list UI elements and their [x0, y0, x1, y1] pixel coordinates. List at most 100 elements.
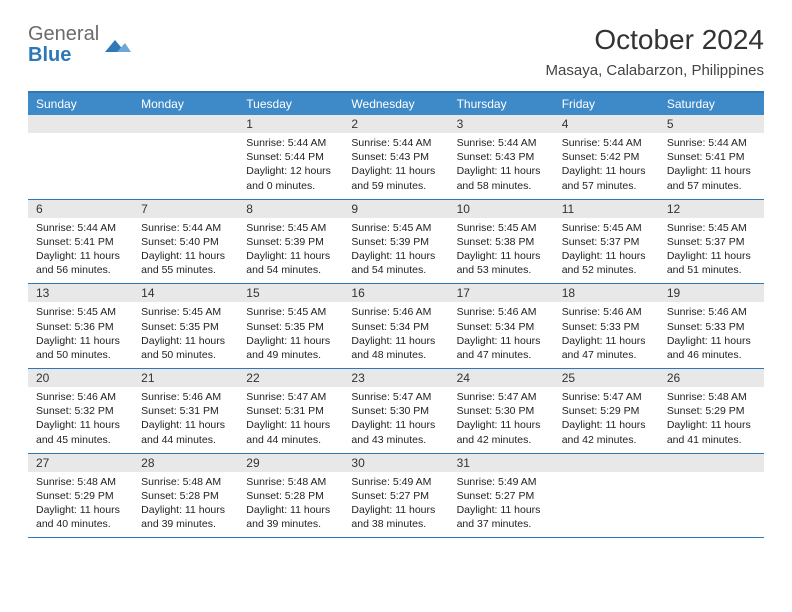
daylight-line: Daylight: 11 hours and 42 minutes. [457, 418, 546, 446]
daylight-line: Daylight: 11 hours and 38 minutes. [351, 503, 440, 531]
calendar-cell: 31Sunrise: 5:49 AMSunset: 5:27 PMDayligh… [449, 454, 554, 538]
dayname-cell: Monday [133, 93, 238, 115]
day-number: 24 [449, 369, 554, 387]
daylight-line: Daylight: 11 hours and 45 minutes. [36, 418, 125, 446]
day-number: 20 [28, 369, 133, 387]
calendar-cell: 17Sunrise: 5:46 AMSunset: 5:34 PMDayligh… [449, 284, 554, 368]
day-details: Sunrise: 5:49 AMSunset: 5:27 PMDaylight:… [343, 472, 448, 538]
day-number: 2 [343, 115, 448, 133]
sunrise-line: Sunrise: 5:46 AM [457, 305, 546, 319]
day-details: Sunrise: 5:48 AMSunset: 5:28 PMDaylight:… [133, 472, 238, 538]
calendar-cell: 16Sunrise: 5:46 AMSunset: 5:34 PMDayligh… [343, 284, 448, 368]
sunset-line: Sunset: 5:33 PM [667, 320, 756, 334]
dayname-cell: Friday [554, 93, 659, 115]
calendar-cell: 3Sunrise: 5:44 AMSunset: 5:43 PMDaylight… [449, 115, 554, 199]
day-details: Sunrise: 5:47 AMSunset: 5:31 PMDaylight:… [238, 387, 343, 453]
sunrise-line: Sunrise: 5:45 AM [667, 221, 756, 235]
daylight-line: Daylight: 11 hours and 39 minutes. [246, 503, 335, 531]
calendar-cell: 4Sunrise: 5:44 AMSunset: 5:42 PMDaylight… [554, 115, 659, 199]
sunrise-line: Sunrise: 5:44 AM [246, 136, 335, 150]
day-details: Sunrise: 5:45 AMSunset: 5:35 PMDaylight:… [133, 302, 238, 368]
day-number: 12 [659, 200, 764, 218]
day-number: 15 [238, 284, 343, 302]
sunrise-line: Sunrise: 5:46 AM [562, 305, 651, 319]
sunrise-line: Sunrise: 5:45 AM [351, 221, 440, 235]
day-details: Sunrise: 5:45 AMSunset: 5:35 PMDaylight:… [238, 302, 343, 368]
sunrise-line: Sunrise: 5:48 AM [667, 390, 756, 404]
sunrise-line: Sunrise: 5:49 AM [457, 475, 546, 489]
sunset-line: Sunset: 5:31 PM [141, 404, 230, 418]
daylight-line: Daylight: 12 hours and 0 minutes. [246, 164, 335, 192]
calendar-cell: 24Sunrise: 5:47 AMSunset: 5:30 PMDayligh… [449, 369, 554, 453]
daylight-line: Daylight: 11 hours and 41 minutes. [667, 418, 756, 446]
sunrise-line: Sunrise: 5:45 AM [457, 221, 546, 235]
day-details: Sunrise: 5:46 AMSunset: 5:34 PMDaylight:… [449, 302, 554, 368]
day-details: Sunrise: 5:46 AMSunset: 5:32 PMDaylight:… [28, 387, 133, 453]
sunset-line: Sunset: 5:40 PM [141, 235, 230, 249]
calendar-cell: 20Sunrise: 5:46 AMSunset: 5:32 PMDayligh… [28, 369, 133, 453]
day-number: 28 [133, 454, 238, 472]
sunset-line: Sunset: 5:39 PM [246, 235, 335, 249]
day-details: Sunrise: 5:48 AMSunset: 5:29 PMDaylight:… [28, 472, 133, 538]
daylight-line: Daylight: 11 hours and 39 minutes. [141, 503, 230, 531]
daylight-line: Daylight: 11 hours and 42 minutes. [562, 418, 651, 446]
day-number: 18 [554, 284, 659, 302]
sunrise-line: Sunrise: 5:45 AM [246, 221, 335, 235]
daylight-line: Daylight: 11 hours and 40 minutes. [36, 503, 125, 531]
title-block: October 2024 Masaya, Calabarzon, Philipp… [546, 24, 764, 79]
day-number: 14 [133, 284, 238, 302]
sunrise-line: Sunrise: 5:47 AM [562, 390, 651, 404]
day-number: 6 [28, 200, 133, 218]
sunset-line: Sunset: 5:39 PM [351, 235, 440, 249]
day-details: Sunrise: 5:48 AMSunset: 5:29 PMDaylight:… [659, 387, 764, 453]
day-number: 21 [133, 369, 238, 387]
sunrise-line: Sunrise: 5:47 AM [457, 390, 546, 404]
sunset-line: Sunset: 5:36 PM [36, 320, 125, 334]
daylight-line: Daylight: 11 hours and 55 minutes. [141, 249, 230, 277]
sunset-line: Sunset: 5:37 PM [562, 235, 651, 249]
sunset-line: Sunset: 5:27 PM [351, 489, 440, 503]
day-details: Sunrise: 5:44 AMSunset: 5:41 PMDaylight:… [28, 218, 133, 284]
sunset-line: Sunset: 5:41 PM [36, 235, 125, 249]
logo-mark-icon [105, 34, 131, 56]
daylight-line: Daylight: 11 hours and 59 minutes. [351, 164, 440, 192]
day-number [28, 115, 133, 133]
calendar-cell [28, 115, 133, 199]
day-number: 31 [449, 454, 554, 472]
day-details: Sunrise: 5:44 AMSunset: 5:40 PMDaylight:… [133, 218, 238, 284]
sunrise-line: Sunrise: 5:48 AM [141, 475, 230, 489]
logo-word1: General [28, 24, 99, 45]
sunrise-line: Sunrise: 5:47 AM [351, 390, 440, 404]
sunrise-line: Sunrise: 5:46 AM [667, 305, 756, 319]
daylight-line: Daylight: 11 hours and 50 minutes. [36, 334, 125, 362]
daylight-line: Daylight: 11 hours and 56 minutes. [36, 249, 125, 277]
daylight-line: Daylight: 11 hours and 51 minutes. [667, 249, 756, 277]
sunrise-line: Sunrise: 5:44 AM [457, 136, 546, 150]
daylight-line: Daylight: 11 hours and 46 minutes. [667, 334, 756, 362]
calendar-cell: 19Sunrise: 5:46 AMSunset: 5:33 PMDayligh… [659, 284, 764, 368]
sunrise-line: Sunrise: 5:46 AM [36, 390, 125, 404]
calendar-cell: 27Sunrise: 5:48 AMSunset: 5:29 PMDayligh… [28, 454, 133, 538]
daylight-line: Daylight: 11 hours and 50 minutes. [141, 334, 230, 362]
sunset-line: Sunset: 5:35 PM [246, 320, 335, 334]
sunrise-line: Sunrise: 5:46 AM [141, 390, 230, 404]
dayname-row: SundayMondayTuesdayWednesdayThursdayFrid… [28, 93, 764, 115]
day-details: Sunrise: 5:46 AMSunset: 5:34 PMDaylight:… [343, 302, 448, 368]
calendar-cell: 18Sunrise: 5:46 AMSunset: 5:33 PMDayligh… [554, 284, 659, 368]
sunset-line: Sunset: 5:38 PM [457, 235, 546, 249]
day-number: 17 [449, 284, 554, 302]
day-number: 11 [554, 200, 659, 218]
calendar-cell: 28Sunrise: 5:48 AMSunset: 5:28 PMDayligh… [133, 454, 238, 538]
calendar-cell: 30Sunrise: 5:49 AMSunset: 5:27 PMDayligh… [343, 454, 448, 538]
daylight-line: Daylight: 11 hours and 44 minutes. [141, 418, 230, 446]
calendar: SundayMondayTuesdayWednesdayThursdayFrid… [28, 91, 764, 538]
dayname-cell: Thursday [449, 93, 554, 115]
calendar-cell [133, 115, 238, 199]
sunset-line: Sunset: 5:29 PM [562, 404, 651, 418]
sunrise-line: Sunrise: 5:45 AM [141, 305, 230, 319]
day-number: 1 [238, 115, 343, 133]
calendar-week: 27Sunrise: 5:48 AMSunset: 5:29 PMDayligh… [28, 454, 764, 539]
logo-word2: Blue [28, 45, 99, 66]
day-number: 27 [28, 454, 133, 472]
day-details: Sunrise: 5:48 AMSunset: 5:28 PMDaylight:… [238, 472, 343, 538]
